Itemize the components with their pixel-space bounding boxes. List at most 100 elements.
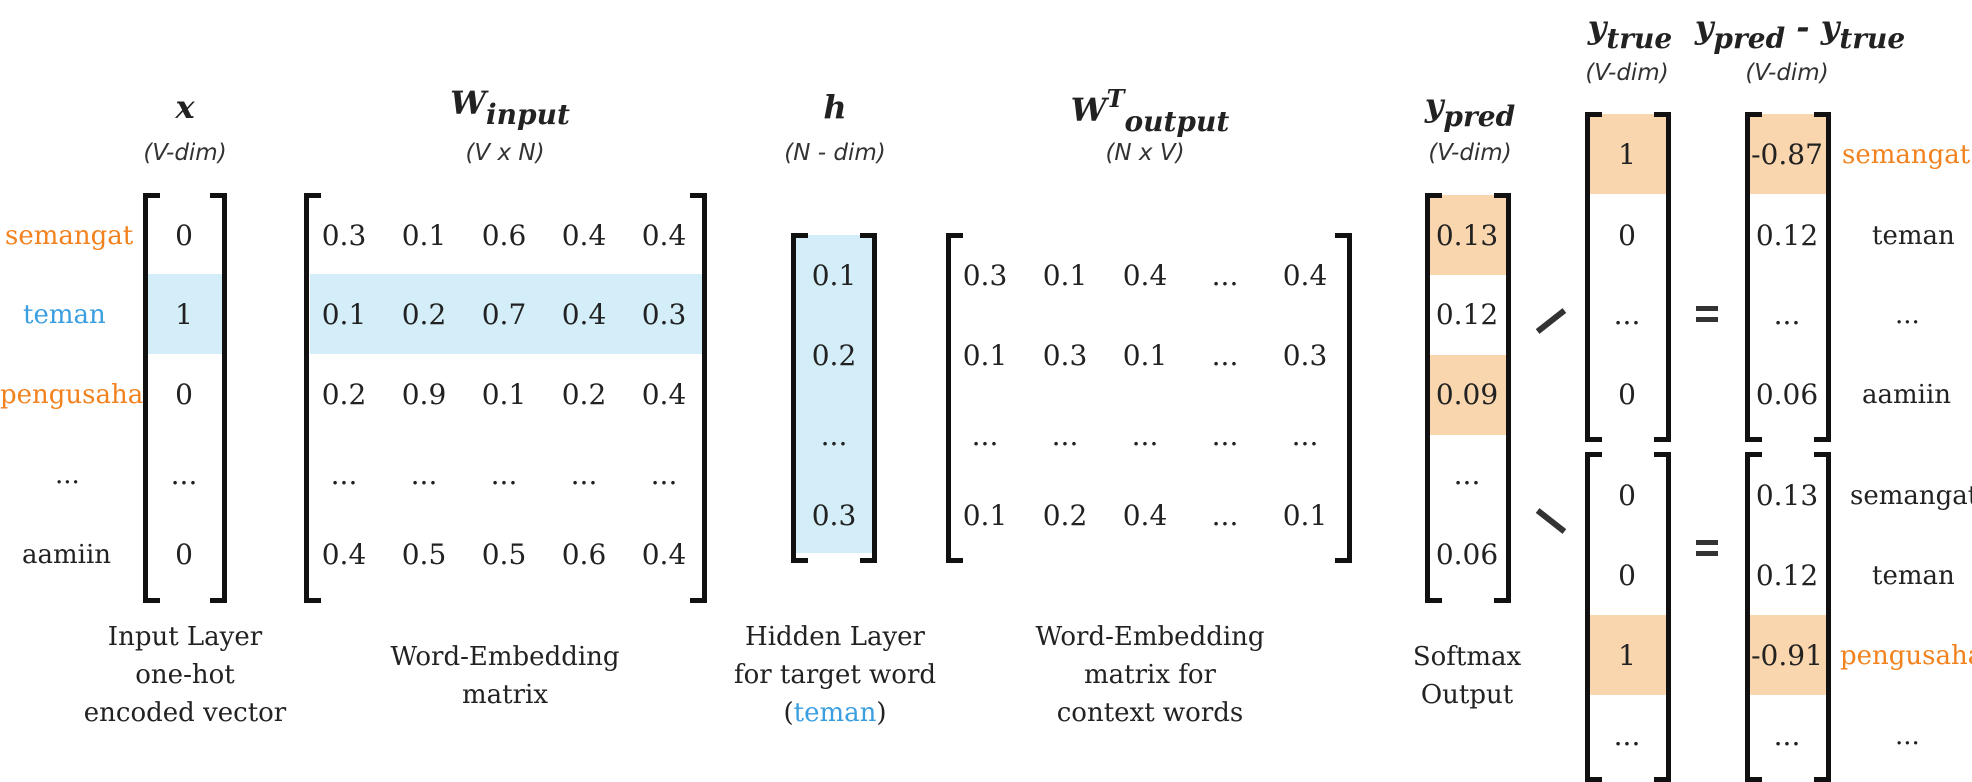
w-input-cell: 0.4 — [641, 219, 687, 252]
w-input-cell: 0.2 — [401, 298, 447, 331]
w-input-cell: ... — [330, 458, 358, 491]
error-bottom-value: -0.91 — [1751, 639, 1823, 672]
error-bottom-label-ellipsis: ... — [1895, 721, 1920, 751]
w-output-bracket-left — [946, 233, 963, 563]
y-pred-title: ypred — [1424, 86, 1516, 133]
w-input-cell: 0.6 — [481, 219, 527, 252]
y-pred-value: 0.06 — [1435, 538, 1499, 571]
w-output-cell: 0.1 — [1282, 499, 1328, 532]
input-highlight-row — [148, 274, 222, 354]
w-input-cell: ... — [650, 458, 678, 491]
input-bracket-left — [143, 193, 160, 603]
w-input-cell: 0.1 — [481, 378, 527, 411]
equals-operator-bottom — [1696, 540, 1718, 562]
input-vector-title: x — [175, 88, 195, 126]
w-input-dim: (V x N) — [465, 140, 545, 166]
input-label-teman: teman — [23, 300, 106, 330]
w-input-cell: 0.2 — [321, 378, 367, 411]
error-top-label-ellipsis: ... — [1895, 300, 1920, 330]
y-true-top-value: 0 — [1618, 378, 1636, 411]
input-value: 0 — [175, 219, 193, 252]
w-output-dim: (N x V) — [1105, 140, 1185, 166]
w-output-cell: ... — [1051, 419, 1079, 452]
w-input-cell: 0.4 — [321, 538, 367, 571]
y-pred-dim: (V-dim) — [1428, 140, 1512, 166]
input-label-ellipsis: ... — [55, 460, 80, 490]
w-output-cell: 0.4 — [1282, 259, 1328, 292]
minus-operator-bottom — [1535, 508, 1567, 534]
y-true-dim: (V-dim) — [1585, 60, 1669, 86]
y-true-bottom-value: 0 — [1618, 479, 1636, 512]
w-output-cell: ... — [1291, 419, 1319, 452]
error-top-label-semangat: semangat — [1842, 140, 1971, 170]
y-pred-value: 0.09 — [1435, 378, 1499, 411]
w-input-cell: 0.1 — [321, 298, 367, 331]
w-input-cell: 0.3 — [321, 219, 367, 252]
y-pred-bracket-left — [1425, 193, 1442, 603]
w-input-cell: 0.4 — [561, 298, 607, 331]
hidden-bracket-right — [860, 233, 877, 563]
w-input-cell: 0.5 — [481, 538, 527, 571]
w-input-bracket-left — [304, 193, 321, 603]
hidden-title: h — [823, 88, 847, 126]
w-output-cell: ... — [1211, 499, 1239, 532]
y-pred-value: 0.13 — [1435, 219, 1499, 252]
input-value: 0 — [175, 538, 193, 571]
input-value: 0 — [175, 378, 193, 411]
y-pred-value: 0.12 — [1435, 298, 1499, 331]
y-true-top-bracket-left — [1585, 112, 1602, 442]
y-true-bottom-value: 1 — [1618, 639, 1636, 672]
y-true-top-highlight — [1590, 114, 1666, 194]
error-top-value: 0.12 — [1755, 219, 1819, 252]
input-value: 1 — [175, 298, 193, 331]
error-top-label-teman: teman — [1872, 221, 1955, 251]
w-input-cell: ... — [490, 458, 518, 491]
y-true-bottom-value: 0 — [1618, 559, 1636, 592]
y-true-top-value: ... — [1613, 298, 1641, 331]
error-bottom-highlight — [1750, 615, 1826, 695]
w-output-cell: 0.4 — [1122, 499, 1168, 532]
minus-operator-top — [1535, 308, 1567, 334]
y-true-top-bracket-right — [1654, 112, 1671, 442]
w-input-cell: 0.4 — [561, 219, 607, 252]
w-output-cell: 0.1 — [962, 339, 1008, 372]
w-input-cell: 0.4 — [641, 378, 687, 411]
w-input-cell: 0.5 — [401, 538, 447, 571]
w-input-title: Winput — [450, 84, 570, 131]
w-output-cell: ... — [1131, 419, 1159, 452]
w-output-cell: 0.1 — [962, 499, 1008, 532]
w-input-cell: 0.1 — [401, 219, 447, 252]
w-output-cell: 0.3 — [1282, 339, 1328, 372]
error-bottom-value: 0.13 — [1755, 479, 1819, 512]
y-pred-highlight-pengusaha — [1430, 355, 1506, 435]
y-pred-highlight-semangat — [1430, 195, 1506, 275]
hidden-value: ... — [820, 419, 848, 452]
y-true-bottom-value: ... — [1613, 719, 1641, 752]
w-input-caption: Word-Embedding matrix — [390, 642, 620, 710]
input-label-pengusaha: pengusaha — [0, 380, 144, 410]
error-dim: (V-dim) — [1745, 60, 1829, 86]
error-bottom-label-semangat: semangat — [1850, 481, 1972, 511]
w-input-cell: 0.6 — [561, 538, 607, 571]
w-output-cell: 0.2 — [1042, 499, 1088, 532]
error-bottom-value: 0.12 — [1755, 559, 1819, 592]
error-top-value: ... — [1773, 298, 1801, 331]
error-top-highlight — [1750, 114, 1826, 194]
w-input-highlight-row — [310, 274, 706, 354]
w-output-cell: ... — [1211, 339, 1239, 372]
input-value: ... — [170, 458, 198, 491]
input-label-aamiin: aamiin — [22, 540, 112, 570]
input-bracket-right — [210, 193, 227, 603]
w-output-caption: Word-Embedding matrix for context words — [1035, 622, 1265, 728]
y-pred-value: ... — [1453, 458, 1481, 491]
input-vector-dim: (V-dim) — [143, 140, 227, 166]
hidden-caption-target-word: teman — [793, 698, 877, 728]
y-true-top-value: 0 — [1618, 219, 1636, 252]
hidden-bracket-left — [791, 233, 808, 563]
error-bottom-label-pengusaha: pengusaha — [1840, 641, 1972, 671]
w-input-cell: 0.7 — [481, 298, 527, 331]
error-top-label-aamiin: aamiin — [1862, 380, 1952, 410]
y-true-bottom-highlight — [1590, 615, 1666, 695]
w-output-cell: 0.1 — [1122, 339, 1168, 372]
hidden-caption: Hidden Layer for target word (teman) — [733, 622, 937, 728]
